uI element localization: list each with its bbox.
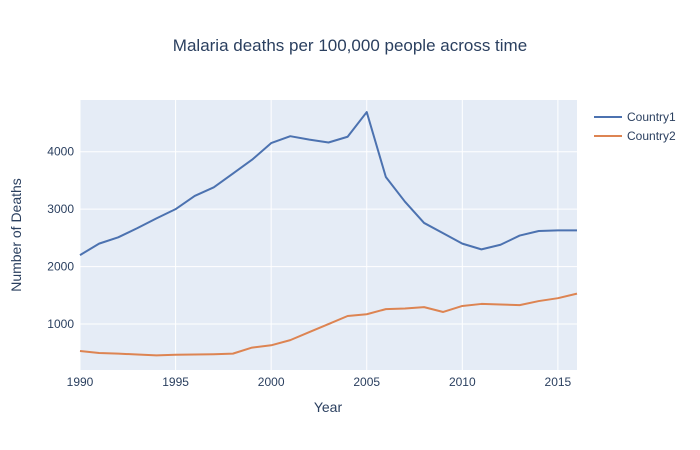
x-tick-label: 1990	[67, 375, 94, 389]
series-lines	[79, 111, 578, 357]
y-axis-label: Number of Deaths	[8, 178, 24, 292]
x-tick-label: 1995	[162, 375, 189, 389]
x-tick-label: 2015	[545, 375, 572, 389]
x-tick-label: 2005	[353, 375, 380, 389]
y-tick-label: 2000	[47, 260, 74, 274]
legend-label: Country1	[627, 110, 676, 124]
legend-label: Country2	[627, 129, 676, 143]
legend-item[interactable]: Country2	[594, 129, 676, 143]
y-tick-label: 1000	[47, 317, 74, 331]
legend: Country1 Country2	[594, 110, 676, 143]
x-axis-label: Year	[314, 399, 343, 415]
x-tick-label: 2010	[449, 375, 476, 389]
x-tick-label: 2000	[258, 375, 285, 389]
y-tick-label: 3000	[47, 202, 74, 216]
plot-area	[80, 100, 577, 370]
y-tick-label: 4000	[47, 145, 74, 159]
series-line-country1	[79, 111, 577, 256]
legend-item[interactable]: Country1	[594, 110, 676, 124]
chart-title: Malaria deaths per 100,000 people across…	[173, 36, 527, 55]
series-line-country2	[79, 292, 578, 357]
x-axis-ticks: 1990 1995 2000 2005 2010 2015	[67, 375, 572, 389]
y-axis-ticks: 1000 2000 3000 4000	[47, 145, 74, 331]
